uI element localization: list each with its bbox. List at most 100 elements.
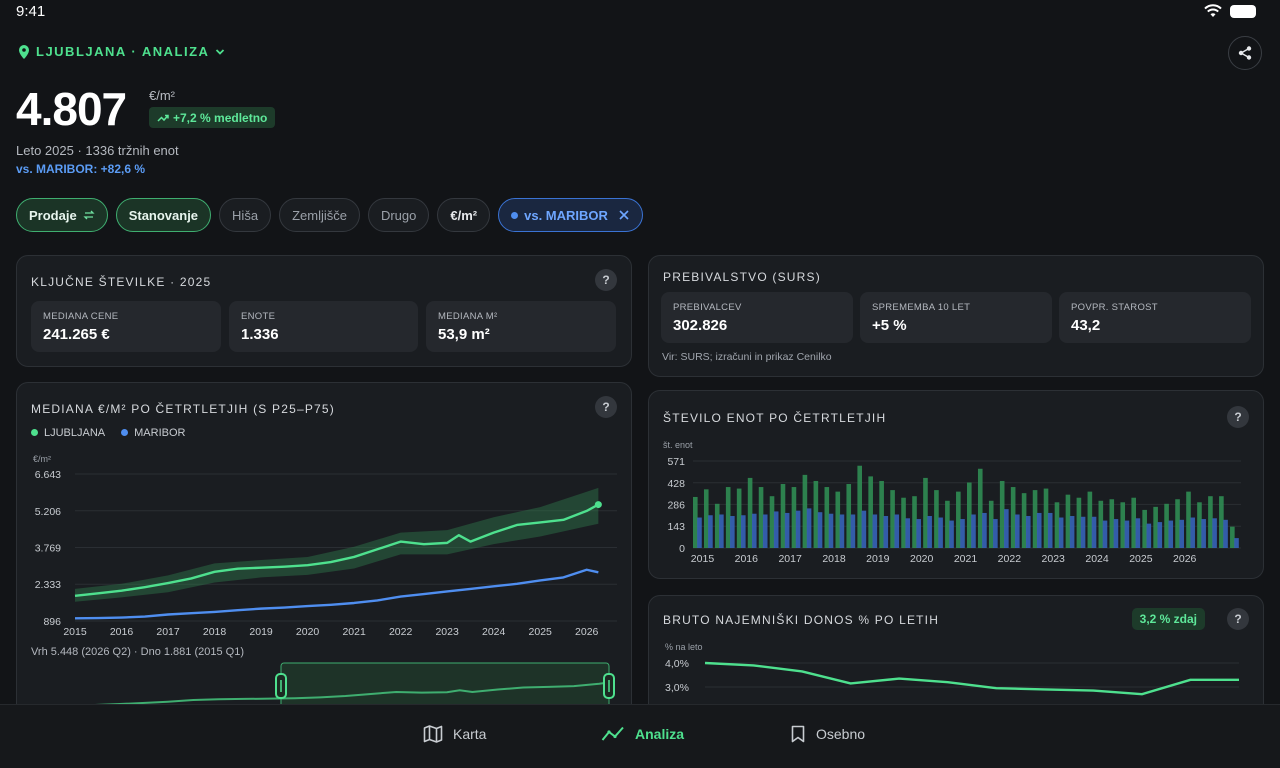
bar-maribor bbox=[861, 510, 867, 548]
bar-ljubljana bbox=[1021, 493, 1027, 548]
close-icon[interactable] bbox=[618, 209, 630, 221]
help-button[interactable]: ? bbox=[1227, 406, 1249, 428]
chip-unit[interactable]: €/m² bbox=[437, 198, 491, 232]
bar-ljubljana bbox=[1065, 494, 1071, 548]
units-x-tick: 2020 bbox=[910, 553, 934, 565]
bar-maribor bbox=[1047, 512, 1053, 548]
bar-ljubljana bbox=[967, 482, 972, 548]
help-button[interactable]: ? bbox=[1227, 608, 1249, 630]
price-chart-footer: Vrh 5.448 (2026 Q2) · Dno 1.881 (2015 Q1… bbox=[31, 646, 244, 658]
bar-maribor bbox=[1025, 516, 1031, 548]
yield-chart-card: BRUTO NAJEMNIŠKI DONOS % PO LETIH 3,2 % … bbox=[648, 595, 1264, 725]
bar-ljubljana bbox=[1219, 496, 1224, 548]
bar-maribor bbox=[993, 519, 998, 548]
units-x-tick: 2017 bbox=[778, 553, 802, 565]
bar-ljubljana bbox=[1197, 502, 1202, 548]
units-x-tick: 2016 bbox=[735, 553, 759, 565]
price-y-tick: 3.769 bbox=[35, 543, 61, 555]
help-button[interactable]: ? bbox=[595, 396, 617, 418]
series-endpoint-ljubljana bbox=[594, 501, 602, 509]
bar-maribor bbox=[1201, 519, 1206, 548]
nav-analiza[interactable]: Analiza bbox=[601, 725, 684, 743]
bar-maribor bbox=[795, 510, 801, 548]
bar-ljubljana bbox=[1010, 487, 1016, 548]
legend-maribor: MARIBOR bbox=[121, 427, 185, 439]
bar-maribor bbox=[1157, 522, 1163, 548]
nav-osebno[interactable]: Osebno bbox=[790, 725, 865, 743]
bar-maribor bbox=[938, 517, 943, 548]
bottom-nav: Karta Analiza Osebno bbox=[0, 704, 1280, 768]
bar-maribor bbox=[905, 518, 911, 548]
yield-y-tick: 4,0% bbox=[665, 658, 689, 670]
stat-change-10y: SPREMEMBA 10 LET +5 % bbox=[860, 292, 1052, 343]
trend-up-icon bbox=[157, 114, 169, 122]
legend-ljubljana: LJUBLJANA bbox=[31, 427, 105, 439]
location-selector[interactable]: LJUBLJANA · ANALIZA bbox=[18, 44, 225, 59]
price-y-tick: 896 bbox=[43, 616, 61, 628]
range-brush[interactable] bbox=[17, 661, 632, 721]
bar-ljubljana bbox=[758, 487, 764, 548]
trend-badge: +7,2 % medletno bbox=[149, 107, 276, 128]
series-line-maribor bbox=[74, 568, 599, 620]
share-button[interactable] bbox=[1228, 36, 1262, 70]
battery-icon bbox=[1230, 4, 1256, 18]
bar-maribor bbox=[1102, 520, 1108, 548]
bar-ljubljana bbox=[693, 496, 698, 548]
chip-compare-maribor[interactable]: vs. MARIBOR bbox=[498, 198, 643, 232]
price-x-tick: 2024 bbox=[482, 626, 506, 638]
chip-prodaje[interactable]: Prodaje bbox=[16, 198, 108, 232]
chip-zemljisce[interactable]: Zemljišče bbox=[279, 198, 360, 232]
nav-karta[interactable]: Karta bbox=[423, 725, 486, 743]
bar-maribor bbox=[916, 519, 921, 548]
units-chart: št. enot 0 143 286 428 571 2015 2016 2017 2018 201… bbox=[663, 440, 1241, 565]
wifi-icon bbox=[1204, 4, 1222, 17]
price-chart: €/m² 896 2.333 3.769 5.206 6.643 2015 2016 2017 2… bbox=[33, 454, 617, 638]
units-x-tick: 2024 bbox=[1085, 553, 1109, 565]
population-title: PREBIVALSTVO (SURS) bbox=[663, 270, 821, 284]
bar-maribor bbox=[1036, 512, 1042, 548]
bar-maribor bbox=[1015, 514, 1020, 548]
bar-maribor bbox=[1080, 516, 1086, 548]
chevron-down-icon bbox=[216, 48, 225, 55]
bar-ljubljana bbox=[1186, 491, 1191, 548]
yield-y-unit: % na leto bbox=[665, 642, 703, 652]
bar-ljubljana bbox=[1087, 491, 1093, 548]
bar-maribor bbox=[697, 517, 702, 548]
bar-ljubljana bbox=[736, 488, 742, 548]
filter-chips: Prodaje Stanovanje Hiša Zemljišče Drugo … bbox=[16, 198, 643, 232]
bar-ljubljana bbox=[769, 496, 775, 548]
bar-maribor bbox=[960, 519, 965, 548]
units-chart-card: ŠTEVILO ENOT PO ČETRTLETJIH ? št. enot 0 1… bbox=[648, 390, 1264, 579]
chip-hisa[interactable]: Hiša bbox=[219, 198, 272, 232]
chip-drugo[interactable]: Drugo bbox=[367, 198, 430, 232]
bar-maribor bbox=[1004, 509, 1009, 548]
units-y-tick: 428 bbox=[667, 478, 685, 490]
bar-ljubljana bbox=[1032, 490, 1038, 548]
bar-maribor bbox=[1058, 517, 1064, 548]
chip-stanovanje[interactable]: Stanovanje bbox=[115, 198, 212, 232]
swap-icon bbox=[83, 210, 95, 220]
bar-maribor bbox=[850, 514, 856, 548]
units-y-unit: št. enot bbox=[663, 440, 693, 450]
bar-ljubljana bbox=[1076, 497, 1082, 548]
bar-maribor bbox=[708, 515, 713, 548]
units-x-tick: 2025 bbox=[1129, 553, 1153, 565]
bar-ljubljana bbox=[934, 490, 939, 548]
bar-maribor bbox=[1223, 519, 1228, 548]
help-button[interactable]: ? bbox=[595, 269, 617, 291]
units-x-tick: 2023 bbox=[1042, 553, 1066, 565]
bar-ljubljana bbox=[999, 480, 1005, 548]
stat-units: ENOTE 1.336 bbox=[229, 301, 418, 352]
bar-maribor bbox=[784, 512, 790, 548]
bar-maribor bbox=[1091, 516, 1097, 548]
bar-maribor bbox=[828, 513, 834, 548]
price-meta: Leto 2025 · 1336 tržnih enot bbox=[16, 143, 179, 158]
units-x-tick: 2015 bbox=[691, 553, 715, 565]
price-x-tick: 2026 bbox=[575, 626, 599, 638]
price-x-tick: 2019 bbox=[249, 626, 273, 638]
price-x-tick: 2017 bbox=[156, 626, 180, 638]
price-chart-card: MEDIANA €/M² PO ČETRTLETJIH (S P25–P75) … bbox=[16, 382, 632, 722]
bar-maribor bbox=[741, 515, 746, 548]
bar-ljubljana bbox=[923, 477, 928, 548]
bar-maribor bbox=[971, 514, 976, 548]
